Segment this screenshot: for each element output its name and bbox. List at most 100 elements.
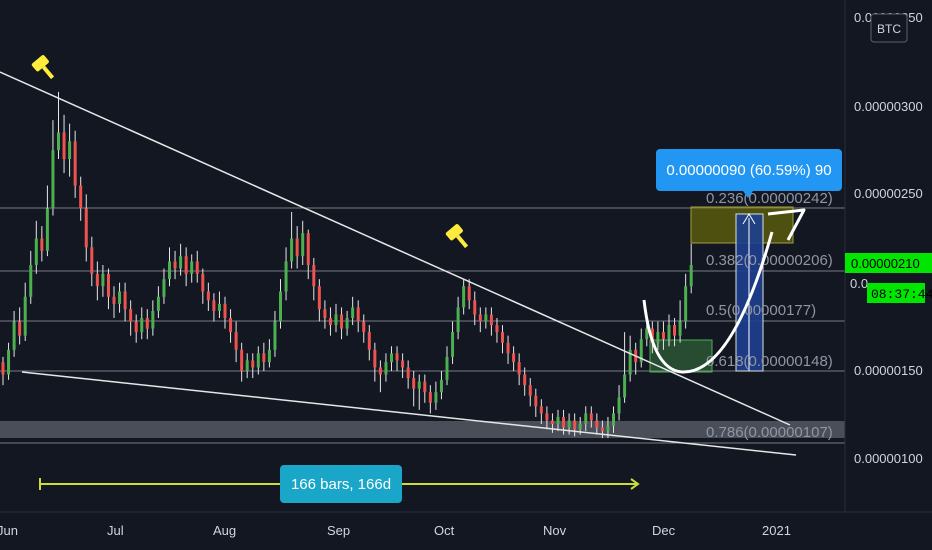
candle-down <box>373 349 377 368</box>
countdown-text: 08:37:44 <box>871 287 932 302</box>
candle-down <box>512 353 516 363</box>
fib-label-0618: 0.618(0.00000148) <box>706 353 833 370</box>
candle-up <box>273 321 277 350</box>
candle-up <box>162 279 166 297</box>
candle-up <box>279 291 282 322</box>
candle-down <box>212 300 216 311</box>
candle-up <box>156 296 160 311</box>
current-price-text: 0.00000210 <box>851 256 920 271</box>
candle-up <box>34 238 38 265</box>
candle-up <box>57 132 60 151</box>
x-label-aug: Aug <box>213 523 236 538</box>
measure-callout-pointer <box>743 191 753 198</box>
candle-down <box>195 261 199 274</box>
candle-up <box>51 150 55 209</box>
candle-up <box>168 261 171 280</box>
candle-down <box>317 286 321 310</box>
candle-down <box>112 296 116 304</box>
candle-up <box>445 356 449 380</box>
candle-up <box>434 392 438 403</box>
candle-down <box>106 273 110 297</box>
candle-up <box>567 420 571 428</box>
candle-up <box>606 425 610 432</box>
candle-up <box>439 379 443 393</box>
candle-down <box>73 141 77 186</box>
range-label-text: 166 bars, 166d <box>291 476 391 493</box>
candle-down <box>134 321 138 333</box>
candle-up <box>151 310 155 329</box>
y-label-150: 0.00000150 <box>854 363 923 378</box>
x-label-nov: Nov <box>543 523 567 538</box>
x-label-dec: Dec <box>652 523 676 538</box>
candle-down <box>478 314 482 322</box>
y-label-300: 0.00000300 <box>854 99 923 114</box>
candle-up <box>578 424 582 430</box>
candle-down <box>378 367 382 375</box>
candle-up <box>390 353 393 363</box>
candle-up <box>656 332 660 343</box>
candle-up <box>645 328 649 340</box>
candle-up <box>29 265 33 297</box>
range-label-box <box>280 465 402 503</box>
candle-down <box>223 303 227 318</box>
candle-down <box>229 318 233 333</box>
candle-down <box>295 238 299 257</box>
candle-up <box>384 362 388 375</box>
candle-down <box>262 353 266 363</box>
candle-down <box>412 378 416 389</box>
range-line-arrow <box>630 478 640 490</box>
candle-down <box>79 185 83 209</box>
candle-down <box>550 420 554 424</box>
candle-down <box>362 321 366 333</box>
candle-down <box>589 413 593 421</box>
candle-down <box>62 132 66 159</box>
candle-up <box>334 314 338 326</box>
candle-up <box>556 416 560 424</box>
candle-up <box>284 261 288 292</box>
candle-down <box>517 362 521 375</box>
candle-up <box>617 397 621 414</box>
x-label-sep: Sep <box>327 523 350 538</box>
candle-down <box>306 233 310 265</box>
candle-up <box>140 318 144 333</box>
candle-down <box>312 265 316 287</box>
current-price-badge <box>845 253 932 273</box>
support-band <box>0 421 845 438</box>
candle-down <box>528 385 532 396</box>
candle-up <box>118 291 122 304</box>
lower-trendline <box>21 371 797 456</box>
candle-down <box>473 300 477 315</box>
candle-up <box>667 325 671 340</box>
candle-down <box>600 427 604 432</box>
candle-up <box>68 141 72 159</box>
candle-down <box>251 360 255 368</box>
measure-callout-box <box>656 149 842 191</box>
candle-down <box>495 325 499 333</box>
candle-up <box>584 413 588 424</box>
fib-label-0236: 0.236(0.00000242) <box>706 190 833 207</box>
candle-down <box>539 406 543 414</box>
candle-up <box>179 256 183 269</box>
candle-up <box>451 332 455 357</box>
gavel-icon <box>31 55 55 80</box>
candle-up <box>462 286 466 308</box>
candle-down <box>562 416 566 428</box>
candle-down <box>595 420 599 428</box>
candle-up <box>290 238 294 262</box>
candle-up <box>639 339 643 363</box>
candle-down <box>534 395 538 407</box>
candle-down <box>18 321 22 336</box>
currency-badge[interactable] <box>870 13 908 43</box>
candle-up <box>351 307 355 318</box>
x-label-jun: Jun <box>0 523 18 538</box>
candle-down <box>395 353 399 361</box>
candle-up <box>612 413 615 426</box>
y-label-100: 0.00000100 <box>854 451 923 466</box>
candle-down <box>123 291 127 310</box>
measure-callout-text: 0.00000090 (60.59%) 90 <box>666 162 831 179</box>
projection-curve <box>642 231 774 374</box>
candle-down <box>40 238 44 251</box>
candle-down <box>489 314 493 326</box>
candle-up <box>190 261 194 274</box>
